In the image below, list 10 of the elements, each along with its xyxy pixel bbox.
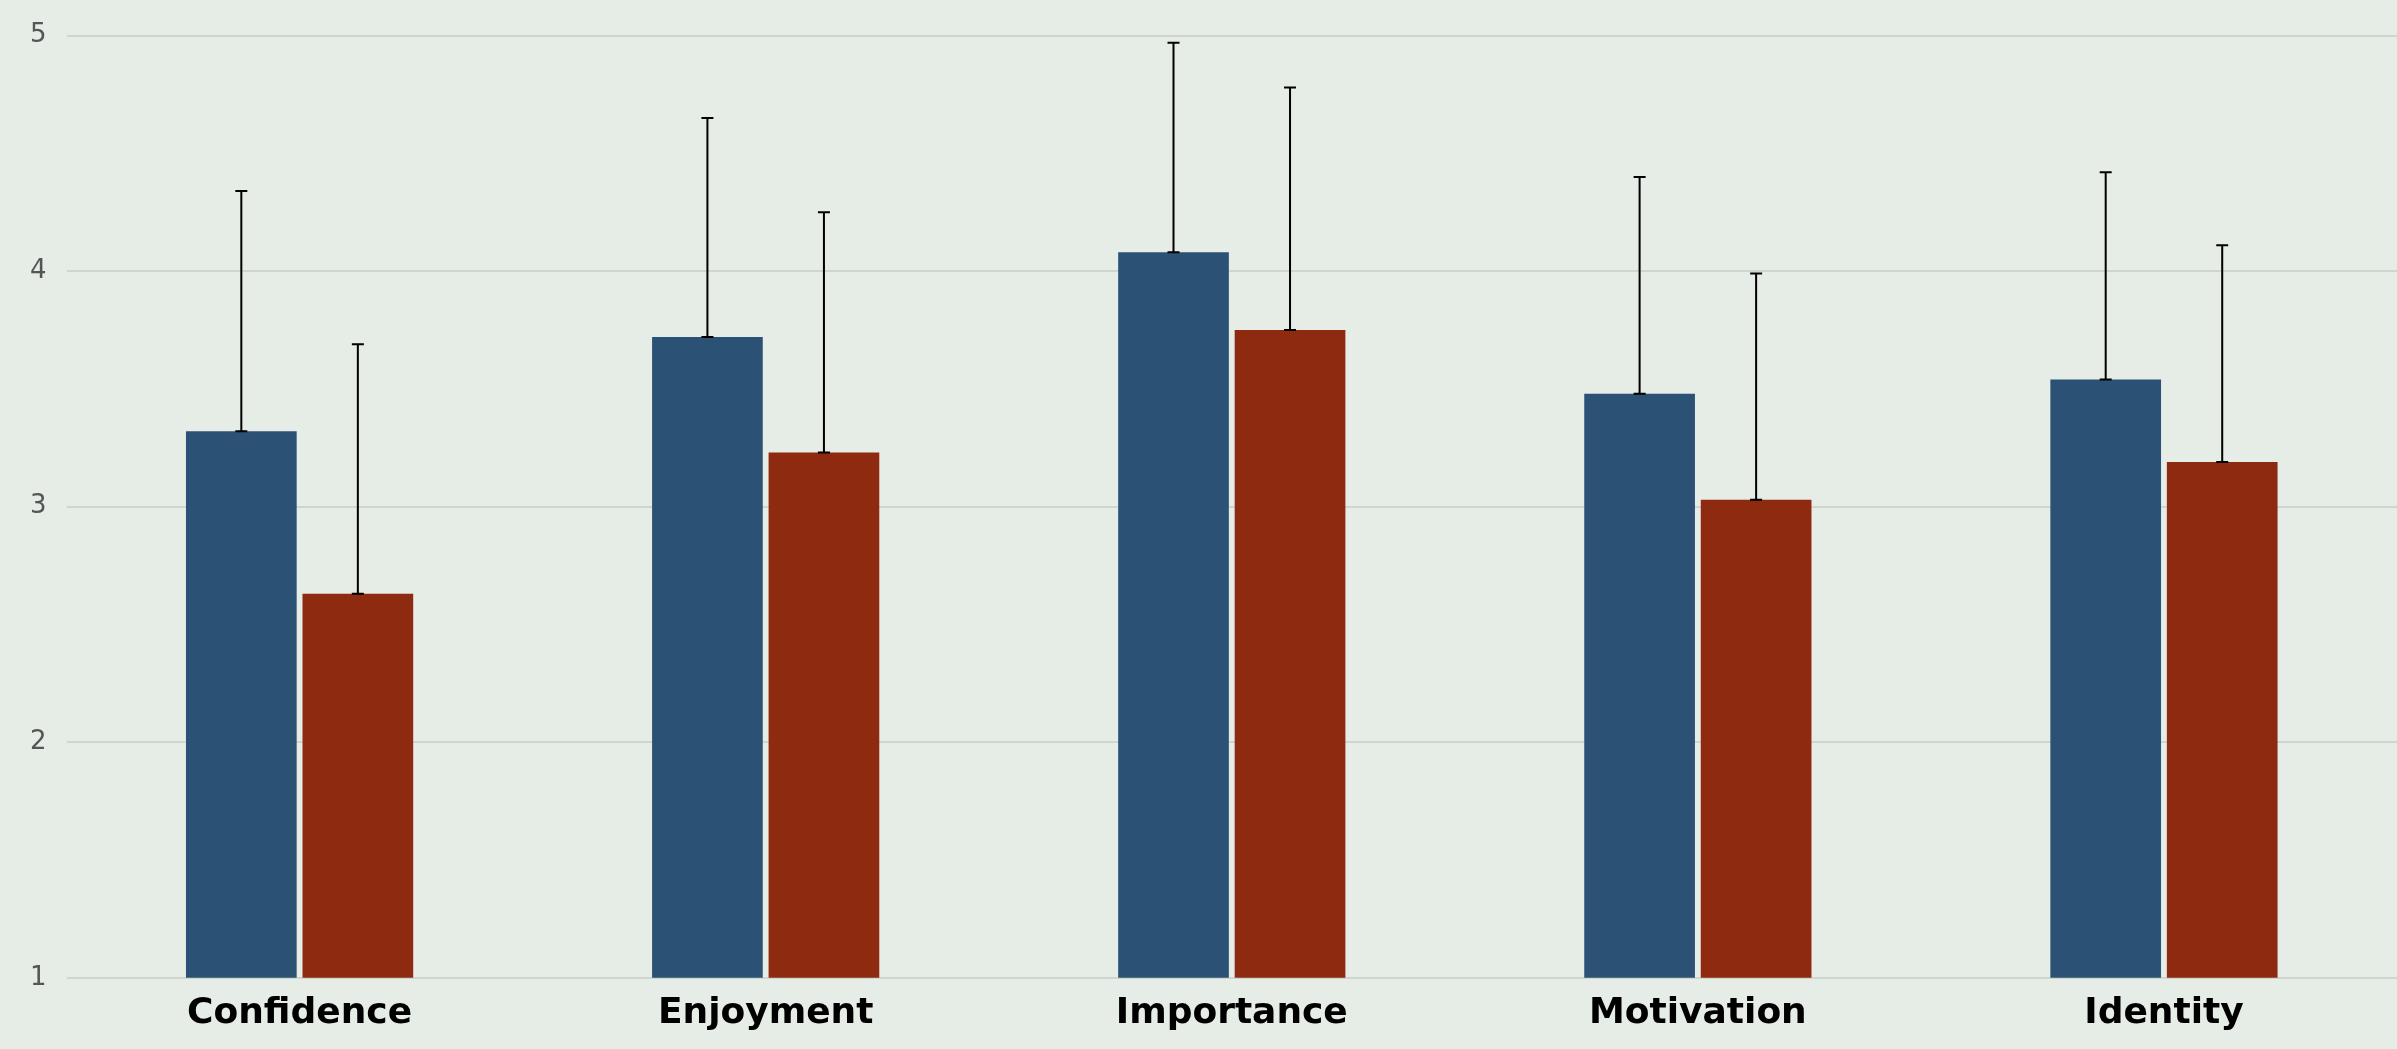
x-tick-label: Enjoyment bbox=[657, 989, 874, 1031]
x-tick-label: Identity bbox=[2084, 989, 2244, 1031]
y-tick-label: 4 bbox=[30, 253, 47, 284]
y-tick-label: 5 bbox=[30, 18, 47, 49]
y-tick-label: 2 bbox=[30, 725, 47, 755]
y-tick-label: 3 bbox=[30, 489, 47, 520]
x-tick-label: Importance bbox=[1115, 989, 1348, 1031]
x-tick-label: Confidence bbox=[187, 989, 413, 1031]
y-tick-label: 1 bbox=[30, 960, 47, 991]
x-tick-label: Motivation bbox=[1588, 989, 1807, 1031]
